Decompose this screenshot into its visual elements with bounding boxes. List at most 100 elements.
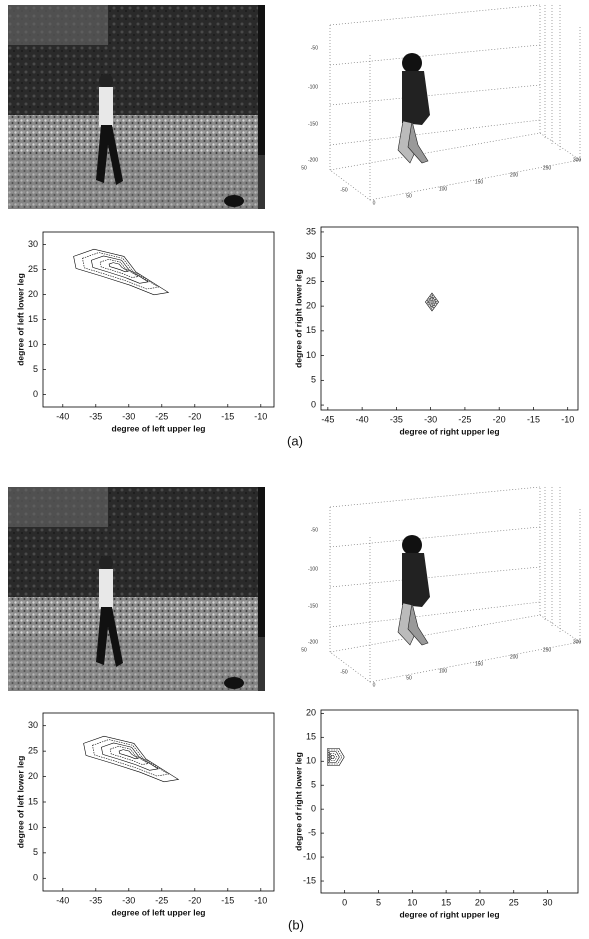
z-tick-label: -200 — [308, 157, 318, 163]
panel-label: (b) — [288, 917, 304, 932]
x-tick-label: -45 — [321, 414, 334, 424]
y-tick-label: -10 — [303, 851, 316, 861]
y-tick-label: 20 — [306, 708, 316, 718]
contour — [425, 292, 439, 312]
plot-frame — [42, 712, 275, 892]
x-tick-label: 150 — [475, 661, 484, 667]
y-tick-label: 0 — [311, 804, 316, 814]
x-tick-label: 250 — [543, 165, 552, 171]
panel-label: (a) — [287, 433, 303, 448]
y-tick-label: 30 — [28, 720, 38, 730]
contour — [73, 248, 170, 296]
y-tick-label: 10 — [306, 756, 316, 766]
x-tick-label: -15 — [527, 414, 540, 424]
z-tick-label: -100 — [308, 566, 318, 572]
y-tick-label: 25 — [306, 276, 316, 286]
contour — [329, 751, 340, 763]
contour — [91, 255, 150, 284]
x-tick-label: -30 — [122, 895, 135, 905]
x-tick-label: -25 — [155, 411, 168, 421]
plot-frame — [42, 231, 275, 408]
x-tick-label: 200 — [510, 172, 519, 178]
y-tick-label: 5 — [311, 780, 316, 790]
contour — [99, 258, 139, 278]
x-tick-label: 50 — [406, 193, 412, 199]
x-tick-label: 200 — [510, 654, 519, 660]
x-tick-label: 50 — [406, 675, 412, 681]
x-tick-label: -20 — [188, 411, 201, 421]
contour — [109, 745, 149, 765]
contour — [118, 749, 139, 760]
x-tick-label: -35 — [390, 414, 403, 424]
x-tick-label: 100 — [439, 186, 448, 192]
contour — [430, 299, 434, 305]
contour — [427, 296, 437, 308]
y-axis-label: degree of left lower leg — [15, 756, 25, 849]
y-tick-label: 15 — [306, 325, 316, 335]
y-axis-label: degree of left lower leg — [15, 273, 25, 366]
x-tick-label: 15 — [441, 897, 451, 907]
x-tick-label: 100 — [439, 668, 448, 674]
y-tick-label: 5 — [33, 847, 38, 857]
x-axis-label: degree of left upper leg — [112, 423, 206, 433]
x-tick-label: -40 — [56, 895, 69, 905]
plot-frame — [320, 226, 579, 411]
y-tick-label: 15 — [28, 796, 38, 806]
x-axis-label: degree of right upper leg — [399, 909, 499, 919]
y-tick-label: 20 — [28, 289, 38, 299]
z-tick-label: -200 — [308, 639, 318, 645]
contour — [330, 753, 338, 761]
y-tick-label: 0 — [311, 399, 316, 409]
contour — [101, 742, 160, 771]
contour — [428, 297, 436, 307]
y-axis-label: degree of right lower leg — [293, 269, 303, 368]
y-tick-label: -15 — [303, 875, 316, 885]
y-tick-label: 20 — [28, 771, 38, 781]
x-tick-label: 250 — [543, 647, 552, 653]
x-tick-label: 5 — [376, 897, 381, 907]
x-axis-label: degree of left upper leg — [112, 907, 206, 917]
x-tick-label: -20 — [188, 895, 201, 905]
plot-frame — [320, 709, 579, 894]
contour — [327, 747, 345, 767]
y-tick-label: -50 — [340, 187, 347, 193]
z-tick-label: -100 — [308, 84, 318, 90]
contour — [330, 754, 335, 760]
x-tick-label: -10 — [254, 895, 267, 905]
x-tick-label: 300 — [573, 157, 582, 163]
x-tick-label: -40 — [56, 411, 69, 421]
y-tick-label: 30 — [306, 251, 316, 261]
x-tick-label: -30 — [122, 411, 135, 421]
video-frame — [8, 5, 265, 209]
contour — [426, 294, 438, 310]
x-tick-label: 20 — [475, 897, 485, 907]
x-tick-label: -40 — [356, 414, 369, 424]
x-axis-label: degree of right upper leg — [399, 426, 499, 436]
y-tick-label: 10 — [306, 350, 316, 360]
contour — [108, 262, 129, 273]
y-tick-label: 25 — [28, 264, 38, 274]
y-tick-label: 10 — [28, 339, 38, 349]
x-tick-label: 10 — [407, 897, 417, 907]
x-tick-label: -25 — [155, 895, 168, 905]
y-tick-label: -5 — [308, 827, 316, 837]
y-tick-label: 30 — [28, 239, 38, 249]
x-tick-label: -35 — [89, 411, 102, 421]
video-frame — [8, 487, 265, 691]
y-tick-label: 0 — [33, 389, 38, 399]
x-tick-label: 0 — [373, 682, 376, 688]
contour — [328, 749, 343, 765]
y-tick-label: 15 — [28, 314, 38, 324]
y-axis-label: degree of right lower leg — [293, 752, 303, 851]
x-tick-label: -10 — [561, 414, 574, 424]
y-tick-label: 20 — [306, 301, 316, 311]
contour — [83, 735, 180, 783]
y-tick-label: 25 — [28, 746, 38, 756]
x-tick-label: 0 — [373, 200, 376, 206]
y-tick-label: -50 — [340, 669, 347, 675]
contour — [82, 252, 160, 290]
x-tick-label: -15 — [221, 411, 234, 421]
y-tick-label: 15 — [306, 732, 316, 742]
z-tick-label: -50 — [311, 527, 318, 533]
